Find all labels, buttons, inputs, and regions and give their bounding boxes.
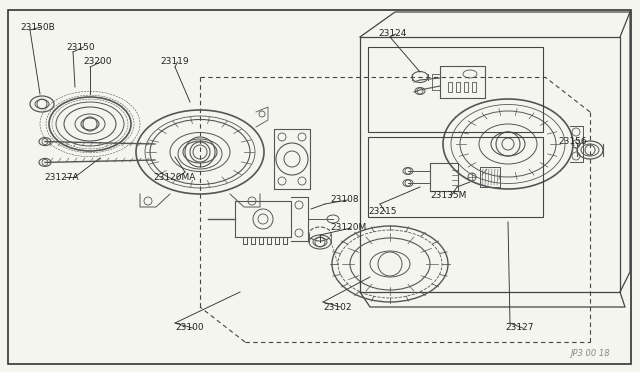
Text: 23120MA: 23120MA (153, 173, 195, 182)
Text: 23127A: 23127A (44, 173, 79, 182)
Bar (368, 47, 543, 132)
Bar (464, 82, 468, 92)
Text: 23124: 23124 (378, 29, 406, 38)
Bar (448, 82, 452, 92)
Text: 23127: 23127 (505, 324, 534, 333)
Text: JP3 00 18: JP3 00 18 (570, 349, 610, 358)
Text: 23200: 23200 (83, 58, 111, 67)
Text: 23120M: 23120M (330, 224, 366, 232)
Text: 23156: 23156 (558, 138, 587, 147)
Text: 23150: 23150 (66, 42, 95, 51)
Bar (368, 137, 543, 217)
Text: 23215: 23215 (368, 208, 397, 217)
Text: 23108: 23108 (330, 196, 358, 205)
Text: 23102: 23102 (323, 302, 351, 311)
Bar (456, 82, 460, 92)
Text: 23100: 23100 (175, 324, 204, 333)
Text: 23150B: 23150B (20, 22, 55, 32)
Bar (472, 82, 476, 92)
Text: 23135M: 23135M (430, 192, 467, 201)
Text: 23119: 23119 (160, 58, 189, 67)
